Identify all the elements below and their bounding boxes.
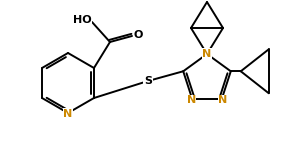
Text: O: O	[133, 30, 143, 40]
Text: S: S	[144, 76, 152, 86]
Text: N: N	[202, 48, 212, 58]
Text: N: N	[218, 95, 227, 105]
Text: HO: HO	[73, 15, 91, 25]
Text: N: N	[187, 95, 196, 105]
Text: N: N	[63, 109, 73, 119]
